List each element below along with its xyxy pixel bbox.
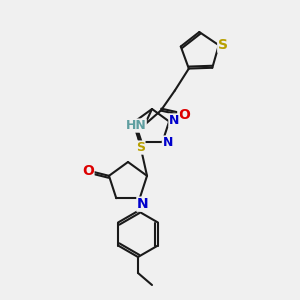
Text: O: O [82,164,94,178]
Text: HN: HN [125,119,146,132]
Text: N: N [137,197,148,211]
Text: S: S [136,141,145,154]
Text: S: S [218,38,228,52]
Text: N: N [162,136,173,149]
Text: O: O [178,108,190,122]
Text: N: N [169,114,179,127]
